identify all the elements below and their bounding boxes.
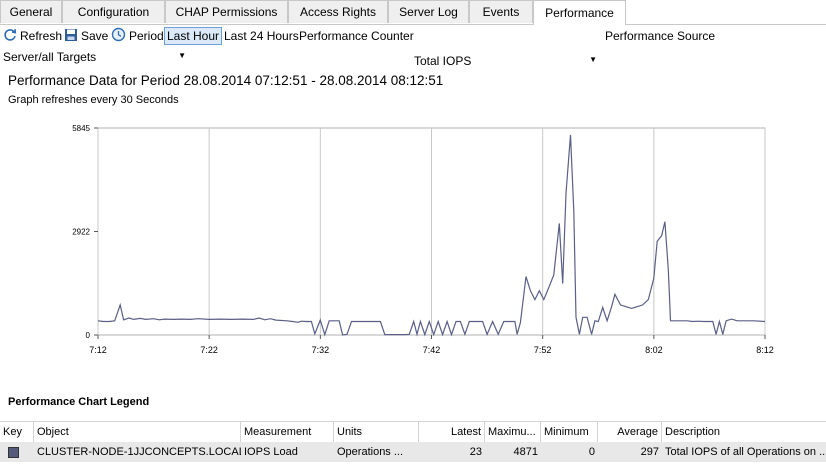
x-tick-label: 7:52 (534, 345, 552, 355)
last-hour-button[interactable]: Last Hour (164, 27, 223, 45)
floppy-disk-icon (64, 28, 78, 45)
legend-key-cell (0, 442, 34, 462)
performance-chart: 7:12 7:22 7:32 7:42 7:52 8:02 8:12 0 2922 5845 (72, 124, 774, 355)
description-cell: Total IOPS of all Operations on ... (665, 446, 826, 458)
refresh-note: Graph refreshes every 30 Seconds (8, 94, 179, 106)
series-color-swatch (8, 446, 19, 458)
x-tick-label: 7:32 (312, 345, 330, 355)
measurement-cell: IOPS Load (244, 446, 298, 458)
latest-cell: 23 (469, 446, 482, 458)
period-button[interactable]: Period (111, 27, 164, 45)
performance-source-value: Server/all Targets (3, 50, 97, 64)
performance-counter-value: Total IOPS (414, 54, 472, 68)
maximum-cell: 4871 (513, 446, 538, 458)
tab-configuration[interactable]: Configuration (62, 0, 165, 23)
tab-chap-permissions[interactable]: CHAP Permissions (165, 0, 288, 23)
period-title: Performance Data for Period 28.08.2014 0… (8, 73, 444, 88)
x-tick-label: 8:12 (756, 345, 774, 355)
minimum-cell: 0 (588, 446, 595, 458)
refresh-button[interactable]: Refresh (3, 27, 62, 45)
performance-counter-select[interactable]: Total IOPS ▼ (411, 52, 601, 70)
column-header-minimum[interactable]: Minimum (541, 422, 598, 442)
save-label: Save (81, 29, 109, 43)
column-header-measurement[interactable]: Measurement (241, 422, 334, 442)
tab-general[interactable]: General (0, 0, 62, 23)
y-tick-label: 5845 (72, 124, 90, 133)
column-header-description[interactable]: Description (665, 426, 721, 438)
average-cell: 297 (640, 446, 659, 458)
tab-events[interactable]: Events (469, 0, 533, 23)
last-24-hours-button[interactable]: Last 24 Hours (224, 29, 299, 43)
tab-performance[interactable]: Performance (533, 0, 626, 25)
table-row[interactable]: CLUSTER-NODE-1JJCONCEPTS.LOCAL IOPS Load… (0, 442, 826, 462)
column-header-object[interactable]: Object (34, 422, 241, 442)
x-tick-label: 7:22 (200, 345, 218, 355)
tab-access-rights[interactable]: Access Rights (288, 0, 388, 23)
performance-source-label: Performance Source (605, 29, 716, 43)
refresh-label: Refresh (20, 29, 63, 43)
tab-server-log[interactable]: Server Log (388, 0, 469, 23)
refresh-icon (3, 28, 17, 45)
column-header-key[interactable]: Key (0, 422, 34, 442)
x-tick-label: 7:42 (423, 345, 441, 355)
clock-icon (111, 27, 126, 45)
column-header-units[interactable]: Units (334, 422, 419, 442)
performance-counter-label: Performance Counter (299, 29, 414, 43)
chevron-down-icon: ▼ (178, 51, 186, 60)
legend-title: Performance Chart Legend (8, 396, 150, 408)
column-header-maximum[interactable]: Maximu... (485, 422, 541, 442)
toolbar: Refresh Save Period Last Hour Last 24 Ho… (0, 25, 826, 70)
performance-source-select[interactable]: Server/all Targets ▼ (0, 48, 190, 66)
column-header-latest[interactable]: Latest (419, 422, 485, 442)
legend-header-row: Key Object Measurement Units Latest Maxi… (0, 421, 826, 443)
series-line (97, 134, 766, 337)
tab-bar: General Configuration CHAP Permissions A… (0, 0, 826, 25)
x-tick-label: 7:12 (89, 345, 107, 355)
column-header-average[interactable]: Average (598, 422, 662, 442)
save-button[interactable]: Save (64, 27, 108, 45)
chevron-down-icon: ▼ (589, 55, 597, 64)
y-tick-label: 2922 (72, 228, 90, 237)
units-cell: Operations ... (337, 446, 404, 458)
x-tick-label: 8:02 (645, 345, 663, 355)
object-cell: CLUSTER-NODE-1JJCONCEPTS.LOCAL (37, 446, 241, 458)
period-label: Period (129, 29, 164, 43)
y-tick-label: 0 (86, 331, 91, 340)
